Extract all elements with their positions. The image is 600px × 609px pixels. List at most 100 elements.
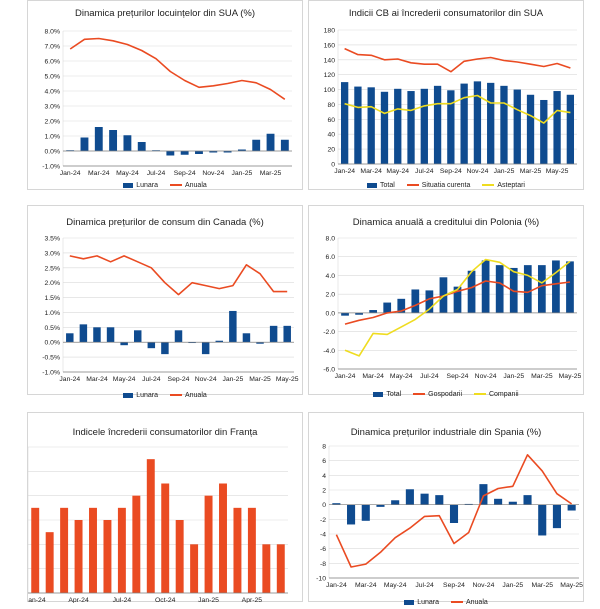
y-tick-label: 0 [331,162,335,169]
bar-total [566,94,575,164]
x-tick-label: Sep-24 [447,373,469,380]
bar-lunara [188,342,196,344]
chart-panel-france-confidence: Indicele încrederii consumatorilor din F… [27,412,303,603]
bar-lunara [420,493,429,505]
bar-total [481,260,490,313]
bar-lunara [361,504,370,521]
bar-lunara [435,495,444,505]
bar-lunara [567,504,576,511]
bar-indice [31,507,40,593]
x-tick-label: Jul-24 [420,373,439,380]
bar-lunara [80,137,89,151]
bar-indice [262,544,271,593]
bar-total [433,85,442,164]
bar-lunara [174,330,183,343]
y-tick-label: 5.0% [45,74,61,81]
x-tick-label: Jan-24 [326,582,347,589]
chart-title: Dinamica anuală a creditului din Polonia… [352,217,540,228]
y-tick-label: 2.0% [45,119,61,126]
bar-total [467,270,476,313]
bar-lunara [195,151,203,154]
legend-item-lunara: Lunara [123,392,158,399]
bar-lunara [180,151,189,155]
chart-title: Indicele încrederii consumatorilor din F… [72,427,258,438]
y-tick-label: 6.0 [326,254,336,261]
bar-indice [89,507,97,593]
y-tick-label: 160 [324,42,336,49]
legend-swatch-bar-icon [367,182,377,188]
bar-total [367,87,375,164]
y-tick-label: 4.0 [326,273,336,280]
bar-total [552,260,560,313]
y-tick-label: -1.0% [42,370,60,377]
bar-lunara [523,495,532,505]
chart-title: Dinamica prețurilor locuințelor din SUA … [74,8,256,19]
bar-lunara [494,498,503,505]
bar-indice [45,532,54,593]
bar-lunara [120,342,128,346]
line-anuala [69,255,288,296]
x-tick-label: Sep-24 [443,582,465,589]
legend-item-gospodarii: Gospodarii [413,391,462,398]
bar-total [340,82,349,164]
bar-indice [219,483,227,593]
y-tick-label: 6 [322,458,326,465]
y-tick-label: 180 [324,28,336,35]
x-tick-label: Mar-25 [249,376,271,383]
y-tick-label: 3.0% [45,104,61,111]
line-asteptari [344,94,571,124]
bar-lunara [106,327,115,343]
y-tick-label: 3.0% [45,250,61,257]
x-tick-label: Jul-24 [415,582,434,589]
x-tick-label: Jul-24 [142,376,161,383]
legend-item-total: Total [373,391,401,398]
bar-total [453,286,462,313]
legend-item-anuala: Anuala [169,182,207,189]
bar-lunara [508,501,517,505]
y-tick-label: -6.0 [323,367,335,374]
x-tick-label: Mar-25 [520,168,542,175]
bar-total [473,81,482,164]
x-tick-label: Jan-25 [503,373,524,380]
bar-total [500,85,508,164]
chart-panel-spain-ppi: Dinamica prețurilor industriale din Span… [308,412,584,606]
line-anuala [69,37,286,100]
y-tick-label: 7.0% [45,44,61,51]
y-tick-label: 0 [322,502,326,509]
y-tick-label: -8 [320,561,326,568]
legend-label: Total [380,182,395,189]
x-tick-label: Mar-24 [360,168,382,175]
bar-lunara [237,149,246,151]
bar-total [523,265,532,313]
x-tick-label: Sep-24 [440,168,462,175]
legend-item-total: Total [367,182,395,189]
bar-total [566,261,574,313]
bar-lunara [266,133,275,151]
line-anuala [335,453,573,568]
bar-lunara [376,504,385,507]
legend-item-companii: Companii [473,391,519,398]
bar-total [495,265,504,313]
chart-panel-poland-credit: Dinamica anuală a creditului din Polonia… [308,205,584,398]
bar-lunara [256,342,264,344]
line-gospodarii [344,280,571,325]
bar-total [553,91,561,164]
bar-indice [103,520,112,593]
bar-indice [161,483,170,593]
x-tick-label: Jan-25 [494,168,515,175]
legend-label: Anuala [465,599,488,606]
chart-legend: Total Gospodarii Companii [309,391,583,398]
bar-lunara [123,135,132,151]
chart-plot: -6.0 -4.0 -2.0 0.0 2.0 4.0 6.0 8.0 Jan-24 Mar-24 M… [323,236,582,381]
x-tick-label: Nov-24 [202,170,224,177]
legend-label: Anuala [184,182,207,189]
bar-lunara [109,130,118,151]
y-tick-label: 60 [327,117,335,124]
legend-swatch-line-icon [473,393,486,396]
y-tick-label: 0.0 [326,310,336,317]
bar-lunara [242,333,251,343]
bar-total [411,289,420,313]
legend-item-asteptari: Asteptari [482,182,525,189]
x-tick-label: Jan-25 [232,170,253,177]
x-tick-label: May-25 [559,373,582,380]
